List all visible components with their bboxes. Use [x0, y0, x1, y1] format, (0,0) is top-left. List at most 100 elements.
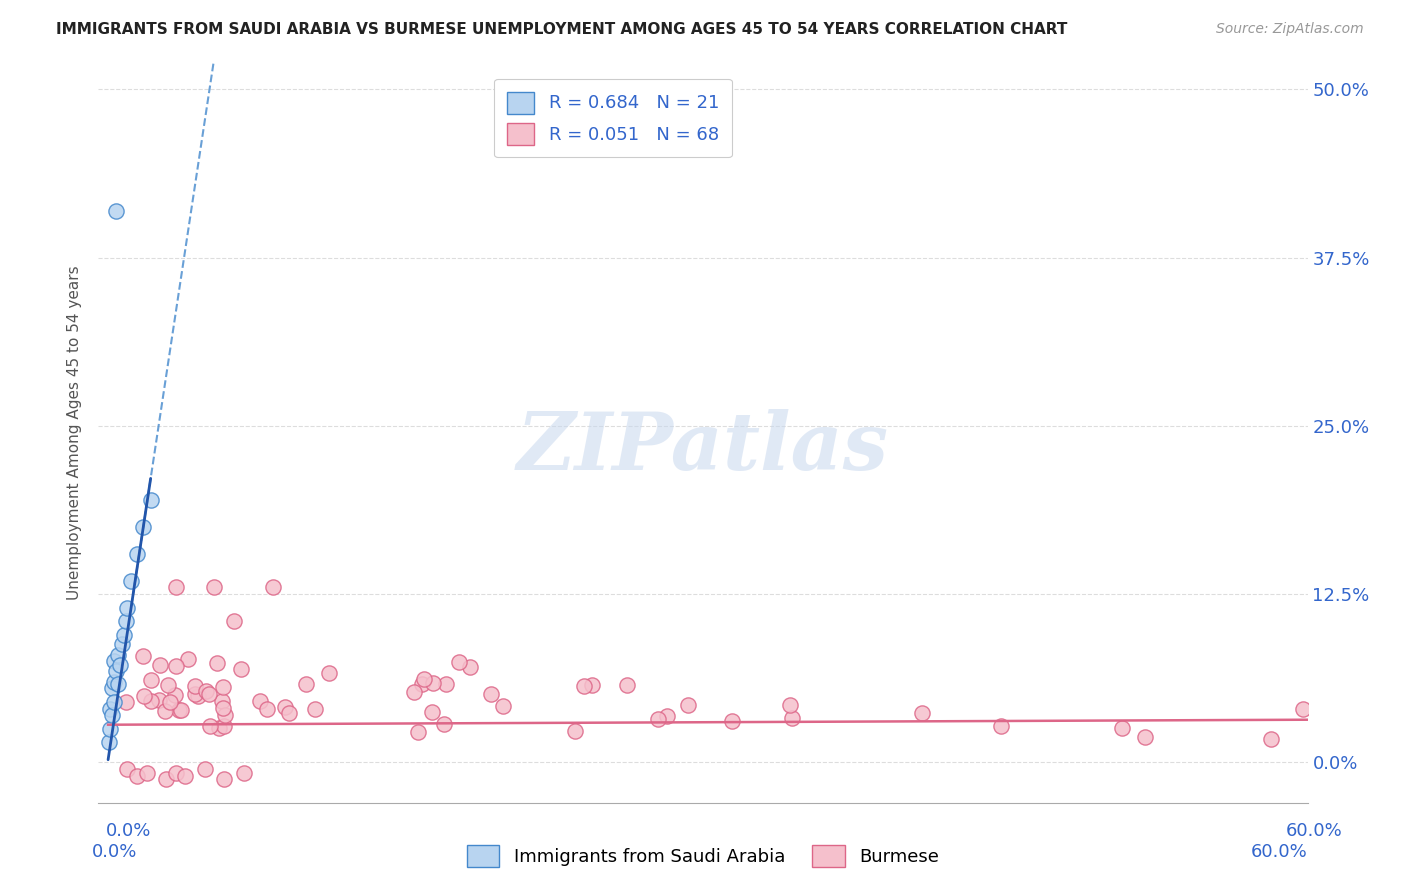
Point [212, 680, 235, 694]
Point [433, 717, 456, 731]
Point [229, 662, 252, 676]
Point [165, 658, 187, 673]
Point [721, 714, 744, 728]
Point [1260, 731, 1282, 746]
Y-axis label: Unemployment Among Ages 45 to 54 years: Unemployment Among Ages 45 to 54 years [67, 265, 83, 600]
Point [139, 492, 162, 507]
Point [304, 702, 326, 716]
Point [176, 652, 198, 666]
Point [779, 698, 801, 712]
Point [406, 725, 429, 739]
Text: 60.0%: 60.0% [1286, 822, 1343, 840]
Point [411, 677, 433, 691]
Text: IMMIGRANTS FROM SAUDI ARABIA VS BURMESE UNEMPLOYMENT AMONG AGES 45 TO 54 YEARS C: IMMIGRANTS FROM SAUDI ARABIA VS BURMESE … [56, 22, 1067, 37]
Point [1111, 721, 1133, 735]
Point [990, 719, 1012, 733]
Point [135, 766, 157, 780]
Point [101, 681, 124, 696]
Point [447, 655, 470, 669]
Point [187, 689, 209, 703]
Point [184, 679, 207, 693]
Point [249, 694, 271, 708]
Point [204, 581, 226, 595]
Point [165, 766, 187, 780]
Point [208, 721, 231, 735]
Point [655, 709, 678, 723]
Point [104, 664, 127, 678]
Point [295, 677, 318, 691]
Point [153, 704, 176, 718]
Point [434, 677, 457, 691]
Point [134, 690, 156, 704]
Point [581, 678, 603, 692]
Text: Source: ZipAtlas.com: Source: ZipAtlas.com [1216, 22, 1364, 37]
Legend: R = 0.684   N = 21, R = 0.051   N = 68: R = 0.684 N = 21, R = 0.051 N = 68 [495, 78, 731, 157]
Point [148, 693, 170, 707]
Point [156, 678, 179, 692]
Point [911, 706, 934, 720]
Point [198, 687, 221, 701]
Point [104, 203, 127, 218]
Point [232, 766, 254, 780]
Point [564, 723, 586, 738]
Point [98, 722, 121, 736]
Point [108, 658, 131, 673]
Point [458, 660, 481, 674]
Point [194, 762, 217, 776]
Point [165, 581, 187, 595]
Point [222, 614, 245, 628]
Point [103, 655, 125, 669]
Point [205, 657, 228, 671]
Point [211, 701, 233, 715]
Point [120, 574, 142, 588]
Point [412, 672, 434, 686]
Point [170, 703, 193, 717]
Point [574, 680, 596, 694]
Point [159, 695, 181, 709]
Point [420, 705, 443, 719]
Point [212, 772, 235, 786]
Point [127, 769, 149, 783]
Point [1292, 702, 1315, 716]
Point [103, 674, 125, 689]
Point [318, 666, 340, 681]
Legend: Immigrants from Saudi Arabia, Burmese: Immigrants from Saudi Arabia, Burmese [460, 838, 946, 874]
Point [211, 694, 233, 708]
Text: 0.0%: 0.0% [93, 843, 138, 861]
Point [163, 688, 186, 702]
Point [107, 677, 129, 691]
Point [98, 735, 121, 749]
Point [103, 695, 125, 709]
Point [195, 684, 218, 698]
Point [107, 648, 129, 662]
Point [98, 701, 121, 715]
Point [647, 713, 669, 727]
Point [174, 769, 197, 783]
Point [479, 688, 502, 702]
Point [114, 614, 136, 628]
Point [402, 684, 425, 698]
Point [277, 706, 299, 720]
Point [115, 695, 138, 709]
Point [256, 702, 278, 716]
Point [616, 678, 638, 692]
Point [212, 719, 235, 733]
Point [132, 520, 155, 534]
Point [422, 676, 444, 690]
Text: ZIPatlas: ZIPatlas [517, 409, 889, 486]
Point [117, 600, 139, 615]
Point [274, 699, 297, 714]
Point [111, 637, 134, 651]
Point [112, 627, 135, 641]
Point [117, 762, 139, 776]
Point [184, 687, 207, 701]
Point [127, 547, 149, 561]
Point [214, 708, 236, 723]
Point [676, 698, 699, 712]
Point [262, 581, 284, 595]
Text: 0.0%: 0.0% [105, 822, 150, 840]
Point [198, 719, 221, 733]
Text: 60.0%: 60.0% [1251, 843, 1308, 861]
Point [101, 708, 124, 723]
Point [132, 648, 155, 663]
